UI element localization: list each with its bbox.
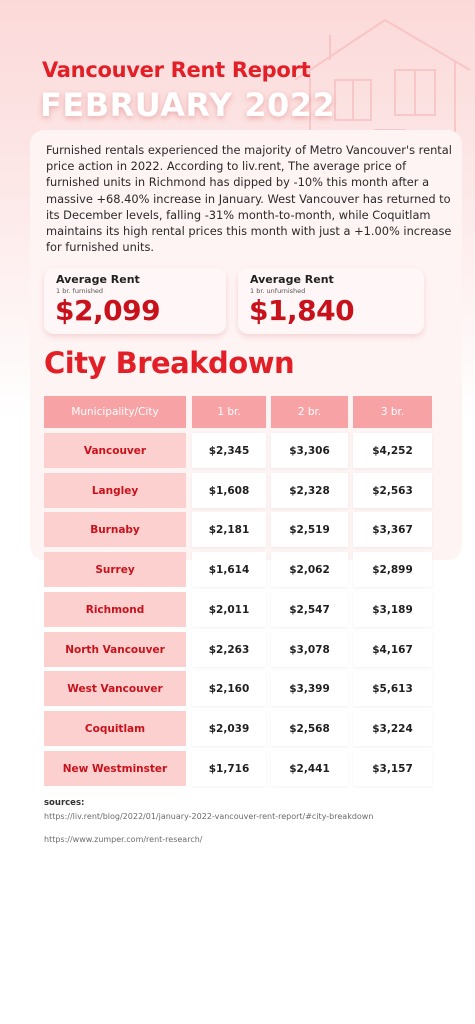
stat-card-furnished: Average Rent 1 br. furnished $2,099 (44, 268, 226, 334)
table-rent-cell: $2,345 (192, 433, 266, 468)
table-city-cell: North Vancouver (44, 632, 186, 667)
report-subtitle: FEBRUARY 2022 (40, 86, 336, 124)
stat-sublabel: 1 br. unfurnished (250, 287, 306, 295)
table-rent-cell: $2,039 (192, 711, 266, 746)
table-rent-cell: $2,263 (192, 632, 266, 667)
table-city-cell: Richmond (44, 592, 186, 627)
stat-value: $1,840 (249, 294, 355, 327)
sources-label: sources: (44, 798, 85, 808)
table-rent-cell: $2,899 (353, 552, 432, 587)
table-rent-cell: $2,568 (271, 711, 348, 746)
table-rent-cell: $2,181 (192, 512, 266, 547)
table-city-cell: West Vancouver (44, 671, 186, 706)
table-rent-cell: $5,613 (353, 671, 432, 706)
table-city-cell: Vancouver (44, 433, 186, 468)
table-rent-cell: $2,062 (271, 552, 348, 587)
table-header-cell: 3 br. (353, 396, 432, 428)
stat-value: $2,099 (55, 294, 161, 327)
table-header-cell: Municipality/City (44, 396, 186, 428)
table-city-cell: Surrey (44, 552, 186, 587)
stat-sublabel: 1 br. furnished (56, 287, 104, 295)
stat-label: Average Rent (250, 273, 334, 286)
table-rent-cell: $3,189 (353, 592, 432, 627)
table-rent-cell: $3,157 (353, 751, 432, 786)
table-rent-cell: $2,328 (271, 473, 348, 508)
intro-paragraph: Furnished rentals experienced the majori… (46, 143, 452, 255)
table-rent-cell: $2,547 (271, 592, 348, 627)
stat-card-unfurnished: Average Rent 1 br. unfurnished $1,840 (238, 268, 424, 334)
table-rent-cell: $4,252 (353, 433, 432, 468)
table-rent-cell: $1,716 (192, 751, 266, 786)
table-rent-cell: $1,614 (192, 552, 266, 587)
table-city-cell: Coquitlam (44, 711, 186, 746)
table-rent-cell: $2,160 (192, 671, 266, 706)
table-header-cell: 1 br. (192, 396, 266, 428)
table-rent-cell: $3,224 (353, 711, 432, 746)
table-city-cell: Langley (44, 473, 186, 508)
table-rent-cell: $3,399 (271, 671, 348, 706)
table-rent-cell: $3,306 (271, 433, 348, 468)
stat-label: Average Rent (56, 273, 140, 286)
table-rent-cell: $2,519 (271, 512, 348, 547)
table-rent-cell: $2,011 (192, 592, 266, 627)
table-rent-cell: $3,078 (271, 632, 348, 667)
table-rent-cell: $2,441 (271, 751, 348, 786)
table-header-cell: 2 br. (271, 396, 348, 428)
table-rent-cell: $1,608 (192, 473, 266, 508)
table-rent-cell: $4,167 (353, 632, 432, 667)
table-city-cell: New Westminster (44, 751, 186, 786)
source-link[interactable]: https://liv.rent/blog/2022/01/january-20… (44, 812, 374, 821)
table-rent-cell: $2,563 (353, 473, 432, 508)
report-title: Vancouver Rent Report (42, 58, 311, 82)
source-link[interactable]: https://www.zumper.com/rent-research/ (44, 835, 203, 844)
table-rent-cell: $3,367 (353, 512, 432, 547)
table-city-cell: Burnaby (44, 512, 186, 547)
section-title: City Breakdown (44, 346, 295, 380)
